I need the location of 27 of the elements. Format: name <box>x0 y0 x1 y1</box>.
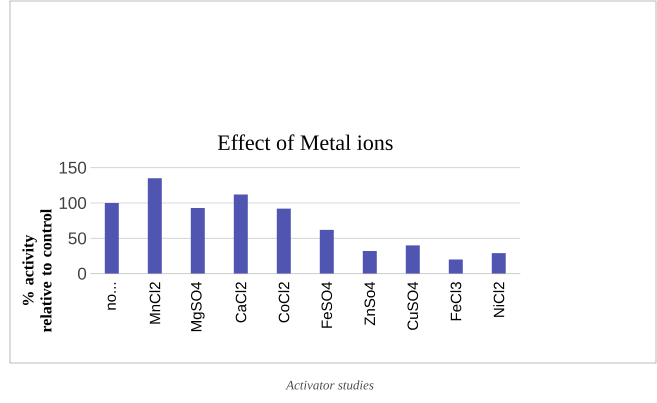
x-tick-label: FeCl3 <box>450 282 462 320</box>
bar <box>190 208 205 274</box>
x-tick-label: MgSO4 <box>191 282 205 332</box>
y-tick-label: 100 <box>60 196 86 210</box>
x-tick-label: ZnSo4 <box>364 282 376 326</box>
bar <box>234 194 248 274</box>
bar <box>104 203 119 274</box>
bar <box>148 178 162 274</box>
x-tick-label: NiCl2 <box>493 282 504 317</box>
x-tick-label: CuSO4 <box>407 282 418 330</box>
bar <box>362 251 377 274</box>
bar <box>406 245 420 274</box>
x-tick-label: MnCl2 <box>149 282 160 324</box>
x-tick-label: CaCl2 <box>235 282 246 322</box>
y-axis-title: % activity relative to control <box>22 209 52 332</box>
bar <box>492 253 506 274</box>
bar <box>320 230 334 274</box>
y-tick-label: 150 <box>60 162 86 174</box>
y-tick-label: 0 <box>78 268 86 280</box>
bar <box>276 208 291 274</box>
bar <box>448 260 463 274</box>
text: Activator studies <box>285 380 374 390</box>
chart-title: Effect of Metal ions <box>218 134 393 150</box>
x-tick-label: no... <box>108 282 116 310</box>
y-tick-label: 50 <box>68 232 86 244</box>
x-tick-label: CoCl2 <box>278 282 290 322</box>
x-tick-label: FeSO4 <box>321 282 332 328</box>
